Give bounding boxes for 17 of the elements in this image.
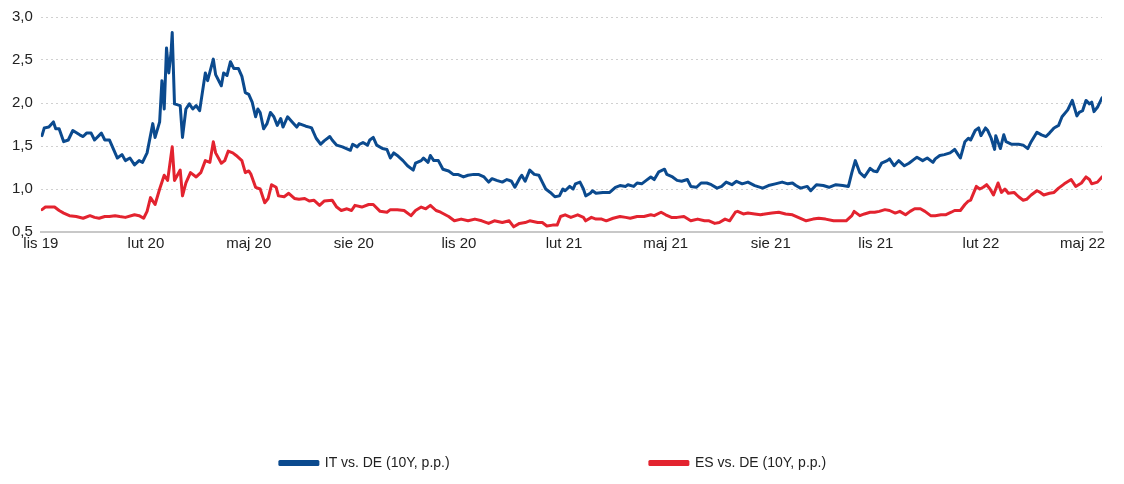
legend-label: IT vs. DE (10Y, p.p.) [324, 453, 450, 470]
y-tick-label: 1,5 [11, 136, 33, 154]
x-tick-label: sie 20 [333, 234, 374, 252]
y-tick-label: 2,5 [11, 50, 33, 68]
x-tick-label: lis 20 [441, 234, 477, 252]
y-tick-label: 3,0 [11, 7, 33, 25]
x-tick-label: maj 22 [1060, 234, 1106, 252]
x-tick-label: lis 21 [858, 234, 894, 252]
x-tick-label: lut 21 [545, 234, 583, 252]
x-tick-label: maj 21 [643, 234, 689, 252]
y-tick-label: 2,0 [11, 93, 33, 111]
y-tick-label: 1,0 [11, 179, 33, 197]
legend-label: ES vs. DE (10Y, p.p.) [694, 453, 827, 470]
x-tick-label: sie 21 [750, 234, 791, 252]
x-tick-label: lut 20 [127, 234, 165, 252]
x-tick-label: maj 20 [226, 234, 272, 252]
x-tick-label: lut 22 [962, 234, 1000, 252]
